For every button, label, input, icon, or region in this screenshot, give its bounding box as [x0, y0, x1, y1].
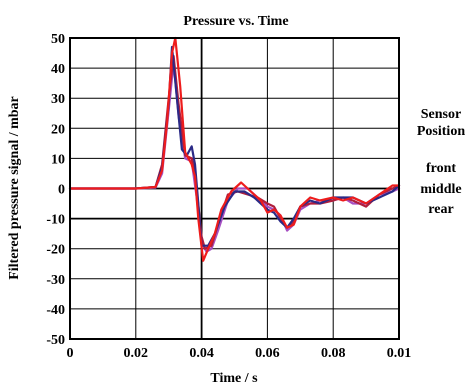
x-tick-label: 0.02 [124, 346, 149, 361]
series-line-middle [68, 45, 401, 247]
series-line-rear [68, 36, 401, 262]
y-tick-label: 0 [58, 183, 65, 198]
x-tick-label: 0.06 [255, 346, 280, 361]
x-tick-labels: 0 0.02 0.04 0.06 0.08 0.01 [67, 346, 412, 361]
y-tick-label: 30 [51, 92, 65, 107]
y-axis-label: Filtered pressure signal / mbar [7, 96, 22, 280]
y-tick-label: 10 [51, 152, 65, 167]
plot-frame [69, 37, 400, 340]
chart-title: Pressure vs. Time [183, 14, 288, 29]
x-tick-label: 0.08 [321, 346, 346, 361]
series-line-front [68, 54, 401, 250]
legend-item-front: front [426, 161, 456, 176]
legend-item-middle: middle [420, 182, 461, 197]
legend: Sensor Position front middle rear [417, 107, 465, 217]
y-tick-label: -50 [46, 333, 65, 348]
data-lines [68, 36, 401, 262]
x-axis-label: Time / s [210, 371, 258, 386]
legend-title-line2: Position [417, 124, 465, 139]
y-tick-label: -20 [46, 243, 65, 258]
x-tick-label: 0 [67, 346, 74, 361]
y-tick-label: -10 [46, 213, 65, 228]
y-tick-labels: 50 40 30 20 10 0 -10 -20 -30 -40 -50 [46, 32, 65, 348]
y-tick-label: 40 [51, 62, 65, 77]
x-tick-label: 0.04 [189, 346, 214, 361]
legend-title-line1: Sensor [421, 107, 461, 122]
y-tick-label: -30 [46, 273, 65, 288]
series-line-unlabeled [68, 60, 401, 253]
y-tick-label: 20 [51, 122, 65, 137]
y-tick-label: -40 [46, 303, 65, 318]
x-tick-label: 0.01 [387, 346, 412, 361]
y-tick-label: 50 [51, 32, 65, 47]
legend-item-rear: rear [428, 202, 453, 217]
